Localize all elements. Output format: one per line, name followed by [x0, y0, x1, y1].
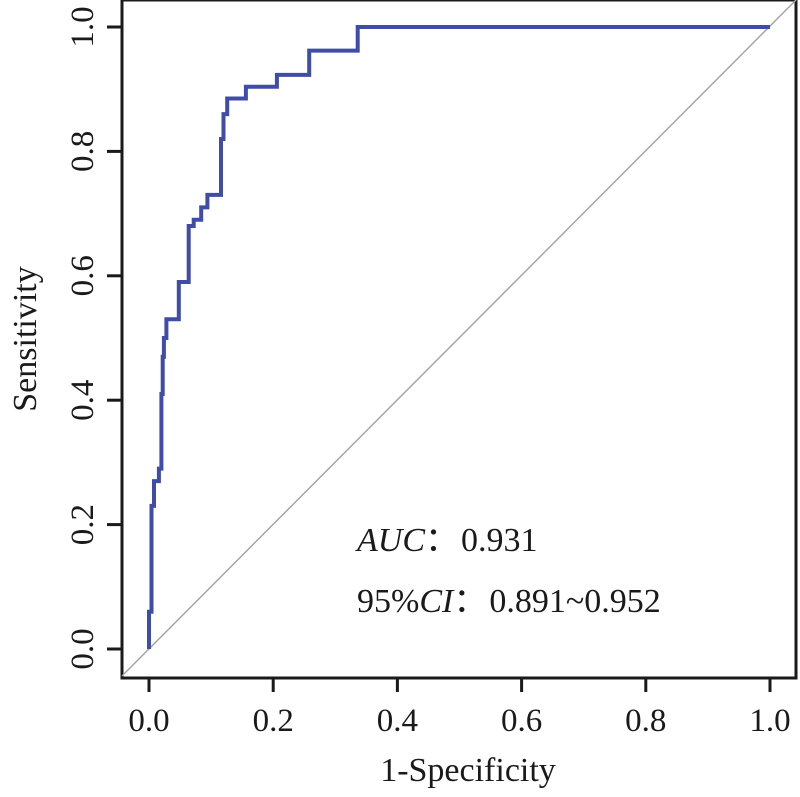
ci-value: 0.891~0.952 — [489, 583, 660, 620]
y-axis-ticks: 0.0 0.2 0.4 0.6 0.8 1.0 — [65, 6, 122, 670]
ci-colon: ： — [453, 583, 487, 620]
x-tick-label: 0.0 — [128, 703, 169, 739]
y-tick-label: 1.0 — [65, 6, 101, 47]
y-tick-label: 0.6 — [65, 255, 101, 296]
reference-diagonal-line — [121, 0, 797, 677]
y-axis-title: Sensitivity — [7, 266, 44, 411]
x-axis-title: 1-Specificity — [380, 752, 556, 789]
y-tick-label: 0.8 — [65, 131, 101, 172]
ci-prefix: 95% — [357, 583, 419, 620]
auc-value: 0.931 — [461, 522, 538, 559]
auc-annotation: AUC：0.931 — [355, 522, 538, 559]
roc-curve-line — [147, 25, 770, 649]
y-tick-label: 0.0 — [65, 628, 101, 669]
auc-label: AUC — [355, 522, 425, 559]
y-tick-label: 0.2 — [65, 504, 101, 545]
ci-annotation: 95%CI：0.891~0.952 — [357, 583, 661, 620]
x-tick-label: 0.8 — [625, 703, 666, 739]
x-tick-label: 1.0 — [749, 703, 790, 739]
x-axis-ticks: 0.0 0.2 0.4 0.6 0.8 1.0 — [128, 678, 791, 739]
x-tick-label: 0.6 — [501, 703, 542, 739]
auc-colon: ： — [425, 522, 459, 559]
x-tick-label: 0.2 — [253, 703, 294, 739]
plot-frame — [120, 0, 798, 680]
y-tick-label: 0.4 — [65, 380, 101, 421]
x-tick-label: 0.4 — [377, 703, 418, 739]
ci-label: CI — [419, 583, 455, 620]
